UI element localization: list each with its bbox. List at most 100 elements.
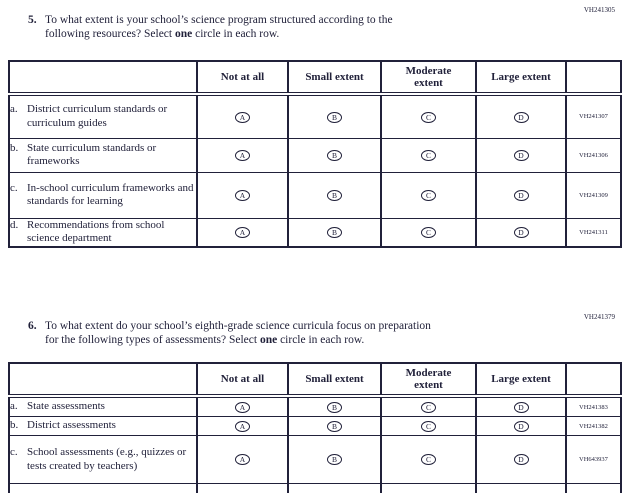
row-letter: c. bbox=[10, 181, 18, 194]
option-letter: B bbox=[331, 190, 337, 200]
option-letter: B bbox=[331, 228, 337, 238]
row-label: In-school curriculum frameworks and stan… bbox=[27, 181, 194, 208]
question-5-line1: To what extent is your school’s science … bbox=[45, 14, 393, 26]
question-5-line2-end: circle in each row. bbox=[192, 28, 280, 40]
option-bubble-d[interactable]: D bbox=[513, 189, 529, 201]
option-letter: D bbox=[518, 402, 524, 412]
option-letter: A bbox=[239, 112, 246, 122]
item-code: VH241307 bbox=[565, 93, 622, 139]
column-header-large-extent: Large extent bbox=[475, 362, 567, 398]
column-header-not-at-all: Not at all bbox=[196, 60, 289, 96]
option-bubble-b[interactable]: B bbox=[327, 454, 342, 466]
empty-code-header-cell bbox=[565, 362, 622, 398]
empty-header-cell bbox=[8, 362, 198, 398]
option-bubble-a[interactable]: A bbox=[235, 401, 250, 413]
column-header-small-extent: Small extent bbox=[287, 60, 382, 96]
option-letter: B bbox=[331, 421, 337, 431]
row-label: State curriculum standards or frameworks bbox=[27, 141, 157, 168]
table-row: a. State assessments A B C D VH241383 bbox=[8, 395, 622, 417]
option-bubble-b[interactable]: B bbox=[327, 111, 342, 123]
question-6-bold-word: one bbox=[259, 334, 278, 346]
row-label: District curriculum standards or curricu… bbox=[27, 103, 168, 129]
item-code: VH241383 bbox=[565, 395, 622, 417]
question-6-text: To what extent do your school’s eighth-g… bbox=[45, 319, 431, 347]
option-letter: D bbox=[518, 421, 524, 431]
option-letter: C bbox=[425, 455, 431, 465]
option-letter: D bbox=[518, 150, 524, 160]
option-bubble-d[interactable]: D bbox=[513, 111, 529, 123]
item-code: VH241309 bbox=[565, 171, 622, 219]
option-bubble-b[interactable]: B bbox=[327, 420, 342, 432]
option-bubble-b[interactable]: B bbox=[327, 227, 342, 239]
question-5-line2: following resources? Select bbox=[45, 28, 175, 40]
option-bubble-c[interactable]: C bbox=[421, 401, 436, 413]
option-bubble-a[interactable]: A bbox=[235, 149, 250, 161]
row-letter: a. bbox=[10, 400, 18, 413]
option-bubble-d[interactable]: D bbox=[513, 227, 529, 239]
option-letter: A bbox=[239, 150, 246, 160]
question-5: 5. To what extent is your school’s scien… bbox=[28, 13, 576, 41]
row-letter: b. bbox=[10, 141, 19, 154]
option-bubble-a[interactable]: A bbox=[235, 420, 250, 432]
option-bubble-c[interactable]: C bbox=[421, 189, 436, 201]
option-bubble-d[interactable]: D bbox=[513, 149, 529, 161]
question-6-response-table: Not at all Small extent Moderate extent … bbox=[8, 362, 622, 493]
row-letter: d. bbox=[10, 218, 19, 231]
option-letter: D bbox=[518, 455, 524, 465]
option-bubble-c[interactable]: C bbox=[421, 420, 436, 432]
option-bubble-c[interactable]: C bbox=[421, 227, 436, 239]
question-5-text: To what extent is your school’s science … bbox=[45, 13, 393, 41]
table-row: b. District assessments A B C D VH241382 bbox=[8, 416, 622, 436]
header-row: Not at all Small extent Moderate extent … bbox=[8, 60, 622, 96]
question-6-line2-end: circle in each row. bbox=[277, 334, 365, 346]
question-6-number: 6. bbox=[28, 320, 37, 332]
option-bubble-a[interactable]: A bbox=[235, 227, 250, 239]
question-5-response-table: Not at all Small extent Moderate extent … bbox=[8, 60, 622, 248]
column-header-moderate-extent: Moderate extent bbox=[380, 60, 477, 96]
column-header-not-at-all: Not at all bbox=[196, 362, 289, 398]
option-bubble-d[interactable]: D bbox=[513, 420, 529, 432]
column-header-small-extent: Small extent bbox=[287, 362, 382, 398]
option-letter: C bbox=[425, 190, 431, 200]
row-letter: b. bbox=[10, 419, 19, 432]
option-bubble-a[interactable]: A bbox=[235, 454, 250, 466]
empty-code-header-cell bbox=[565, 60, 622, 96]
option-letter: B bbox=[331, 150, 337, 160]
option-bubble-b[interactable]: B bbox=[327, 149, 342, 161]
row-label: State assessments bbox=[27, 400, 105, 413]
question-6-line1: To what extent do your school’s eighth-g… bbox=[45, 320, 431, 332]
option-letter: A bbox=[239, 402, 246, 412]
row-letter: c. bbox=[10, 446, 18, 458]
table-row: d. Recommendations from school science de… bbox=[8, 217, 622, 248]
option-letter: B bbox=[331, 455, 337, 465]
option-bubble-c[interactable]: C bbox=[421, 111, 436, 123]
option-letter: D bbox=[518, 228, 524, 238]
question-6-line2: for the following types of assessments? … bbox=[45, 334, 260, 346]
option-bubble-c[interactable]: C bbox=[421, 149, 436, 161]
option-bubble-d[interactable]: D bbox=[513, 401, 529, 413]
option-letter: C bbox=[425, 112, 431, 122]
option-letter: C bbox=[425, 228, 431, 238]
row-label: Recommendations from school science depa… bbox=[27, 218, 165, 245]
question-6: 6. To what extent do your school’s eight… bbox=[28, 319, 576, 347]
question-6-item-code: VH241379 bbox=[583, 313, 615, 321]
empty-header-cell bbox=[8, 60, 198, 96]
table-row: a. District curriculum standards or curri… bbox=[8, 93, 622, 139]
option-bubble-b[interactable]: B bbox=[327, 401, 342, 413]
option-bubble-d[interactable]: D bbox=[513, 454, 529, 466]
option-letter: B bbox=[331, 112, 337, 122]
option-bubble-a[interactable]: A bbox=[235, 111, 250, 123]
option-bubble-c[interactable]: C bbox=[421, 454, 436, 466]
header-row: Not at all Small extent Moderate extent … bbox=[8, 362, 622, 398]
row-label: District assessments bbox=[27, 419, 116, 432]
item-code: VH643937 bbox=[565, 435, 622, 484]
option-bubble-b[interactable]: B bbox=[327, 189, 342, 201]
option-letter: A bbox=[239, 190, 246, 200]
item-code: VH241382 bbox=[565, 416, 622, 436]
question-5-bold-word: one bbox=[174, 28, 193, 40]
table-row: c. School assessments (e.g., quizzes or t… bbox=[8, 435, 622, 484]
question-5-item-code: VH241305 bbox=[583, 6, 615, 14]
column-header-moderate-extent: Moderate extent bbox=[380, 362, 477, 398]
option-bubble-a[interactable]: A bbox=[235, 189, 250, 201]
